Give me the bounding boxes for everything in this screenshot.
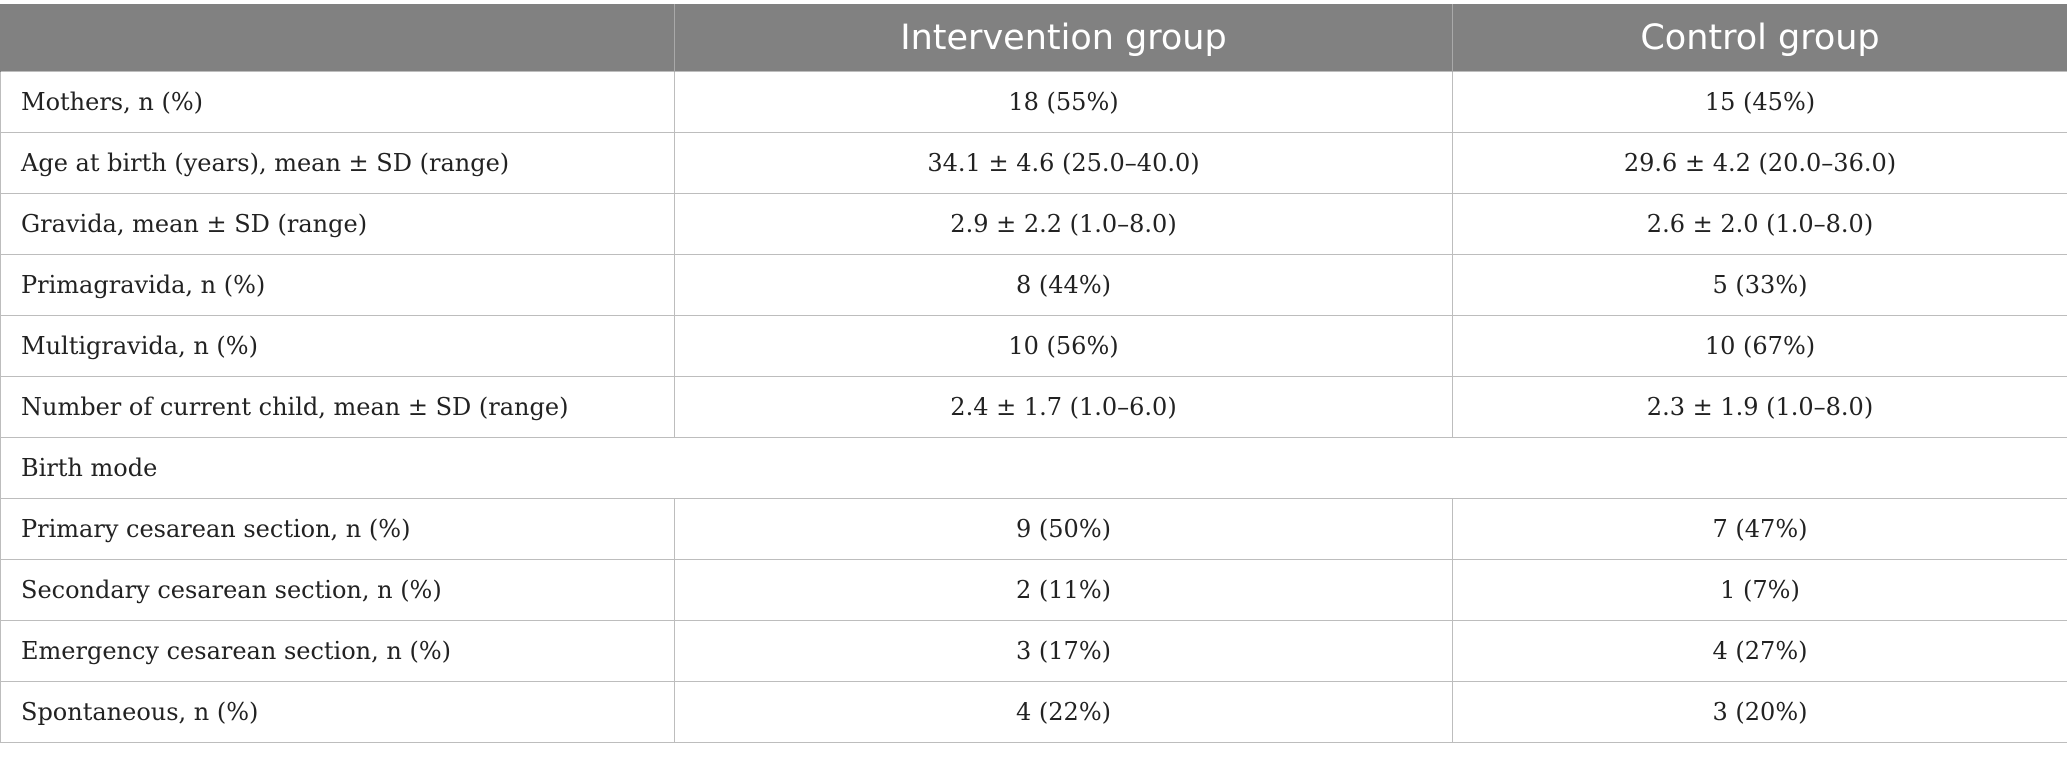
table-row: Multigravida, n (%) 10 (56%) 10 (67%) (0, 315, 2067, 377)
control-value: 4 (27%) (1452, 620, 2067, 682)
row-label: Primagravida, n (%) (0, 254, 675, 316)
intervention-value: 34.1 ± 4.6 (25.0–40.0) (674, 132, 1453, 194)
control-value: 7 (47%) (1452, 498, 2067, 560)
header-intervention-group: Intervention group (674, 4, 1453, 72)
control-value: 29.6 ± 4.2 (20.0–36.0) (1452, 132, 2067, 194)
intervention-value: 2 (11%) (674, 559, 1453, 621)
row-label: Multigravida, n (%) (0, 315, 675, 377)
control-value: 2.6 ± 2.0 (1.0–8.0) (1452, 193, 2067, 255)
intervention-value: 3 (17%) (674, 620, 1453, 682)
row-label: Number of current child, mean ± SD (rang… (0, 376, 675, 438)
row-label: Emergency cesarean section, n (%) (0, 620, 675, 682)
table-row: Gravida, mean ± SD (range) 2.9 ± 2.2 (1.… (0, 193, 2067, 255)
data-table: Intervention group Control group Mothers… (0, 4, 2067, 743)
table-row: Age at birth (years), mean ± SD (range) … (0, 132, 2067, 194)
control-value: 2.3 ± 1.9 (1.0–8.0) (1452, 376, 2067, 438)
control-value: 15 (45%) (1452, 71, 2067, 133)
table-container: Intervention group Control group Mothers… (0, 4, 2067, 743)
header-row: Intervention group Control group (0, 4, 2067, 72)
table-row: Emergency cesarean section, n (%) 3 (17%… (0, 620, 2067, 682)
intervention-value: 10 (56%) (674, 315, 1453, 377)
row-label: Primary cesarean section, n (%) (0, 498, 675, 560)
control-value: 5 (33%) (1452, 254, 2067, 316)
section-label: Birth mode (0, 437, 2067, 499)
intervention-value: 18 (55%) (674, 71, 1453, 133)
intervention-value: 9 (50%) (674, 498, 1453, 560)
row-label: Gravida, mean ± SD (range) (0, 193, 675, 255)
table-row: Secondary cesarean section, n (%) 2 (11%… (0, 559, 2067, 621)
table-row: Spontaneous, n (%) 4 (22%) 3 (20%) (0, 681, 2067, 743)
intervention-value: 4 (22%) (674, 681, 1453, 743)
control-value: 1 (7%) (1452, 559, 2067, 621)
header-control-group: Control group (1452, 4, 2067, 72)
intervention-value: 2.4 ± 1.7 (1.0–6.0) (674, 376, 1453, 438)
intervention-value: 2.9 ± 2.2 (1.0–8.0) (674, 193, 1453, 255)
table-row: Mothers, n (%) 18 (55%) 15 (45%) (0, 71, 2067, 133)
intervention-value: 8 (44%) (674, 254, 1453, 316)
control-value: 10 (67%) (1452, 315, 2067, 377)
table-row: Number of current child, mean ± SD (rang… (0, 376, 2067, 438)
header-cell-empty (0, 4, 675, 72)
section-row-birth-mode: Birth mode (0, 437, 2067, 499)
row-label: Spontaneous, n (%) (0, 681, 675, 743)
row-label: Secondary cesarean section, n (%) (0, 559, 675, 621)
control-value: 3 (20%) (1452, 681, 2067, 743)
row-label: Age at birth (years), mean ± SD (range) (0, 132, 675, 194)
table-row: Primary cesarean section, n (%) 9 (50%) … (0, 498, 2067, 560)
table-row: Primagravida, n (%) 8 (44%) 5 (33%) (0, 254, 2067, 316)
row-label: Mothers, n (%) (0, 71, 675, 133)
